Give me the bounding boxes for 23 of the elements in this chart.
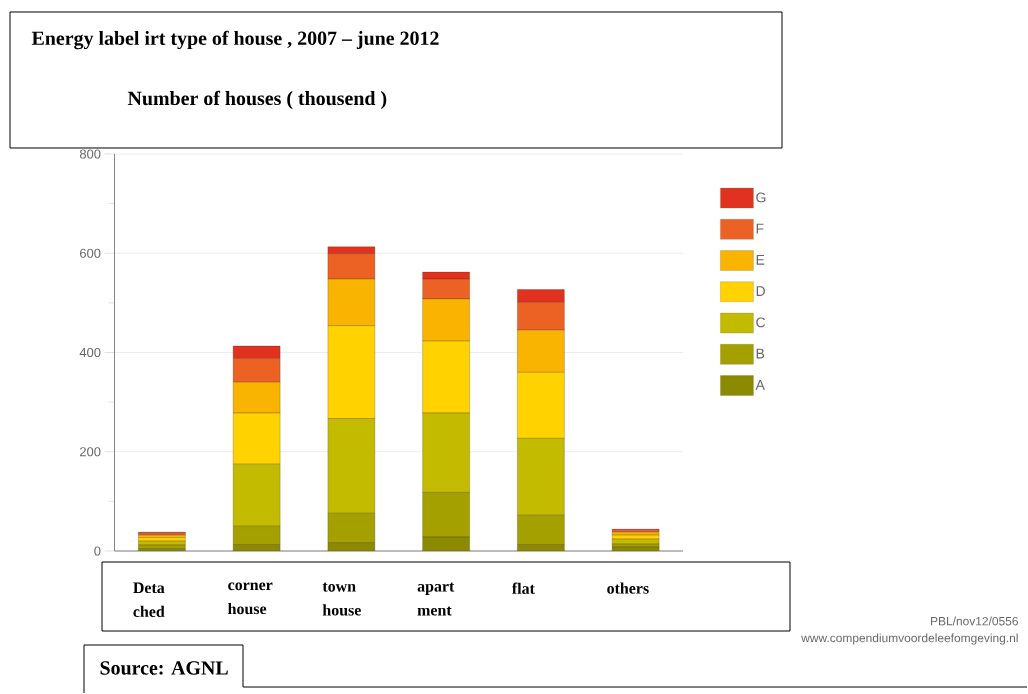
y-tick-label: 0 <box>94 546 101 556</box>
y-tick-label: 800 <box>79 149 101 159</box>
legend-label: G <box>756 192 766 203</box>
x-tick-label: corner house <box>228 582 273 615</box>
chart-title: Energy label irt type of house , 2007 – june 2012 <box>31 30 439 50</box>
x-tick-label: town house <box>322 582 361 616</box>
source-note: Source: AGNL <box>100 661 228 675</box>
legend-label: F <box>756 223 764 234</box>
text: www.compendiumvoordeleefomgeving.nl <box>801 633 1018 645</box>
legend-label: D <box>756 286 765 296</box>
chart-subtitle: Number of houses ( thousend ) <box>127 90 387 110</box>
legend-label: E <box>756 255 765 265</box>
y-tick-label: 600 <box>80 248 101 258</box>
x-tick-label: flat <box>511 582 535 594</box>
legend-label: A <box>755 380 765 390</box>
y-tick-label: 400 <box>79 347 101 358</box>
legend-label: B <box>756 348 765 359</box>
text: PBL/nov12/0556 <box>931 616 1018 626</box>
y-tick-label: 200 <box>80 447 101 457</box>
x-tick-label: Deta ched <box>133 582 165 618</box>
legend-label: C <box>756 317 766 328</box>
x-tick-label: others <box>607 582 649 594</box>
x-tick-label: apart ment <box>417 582 455 616</box>
